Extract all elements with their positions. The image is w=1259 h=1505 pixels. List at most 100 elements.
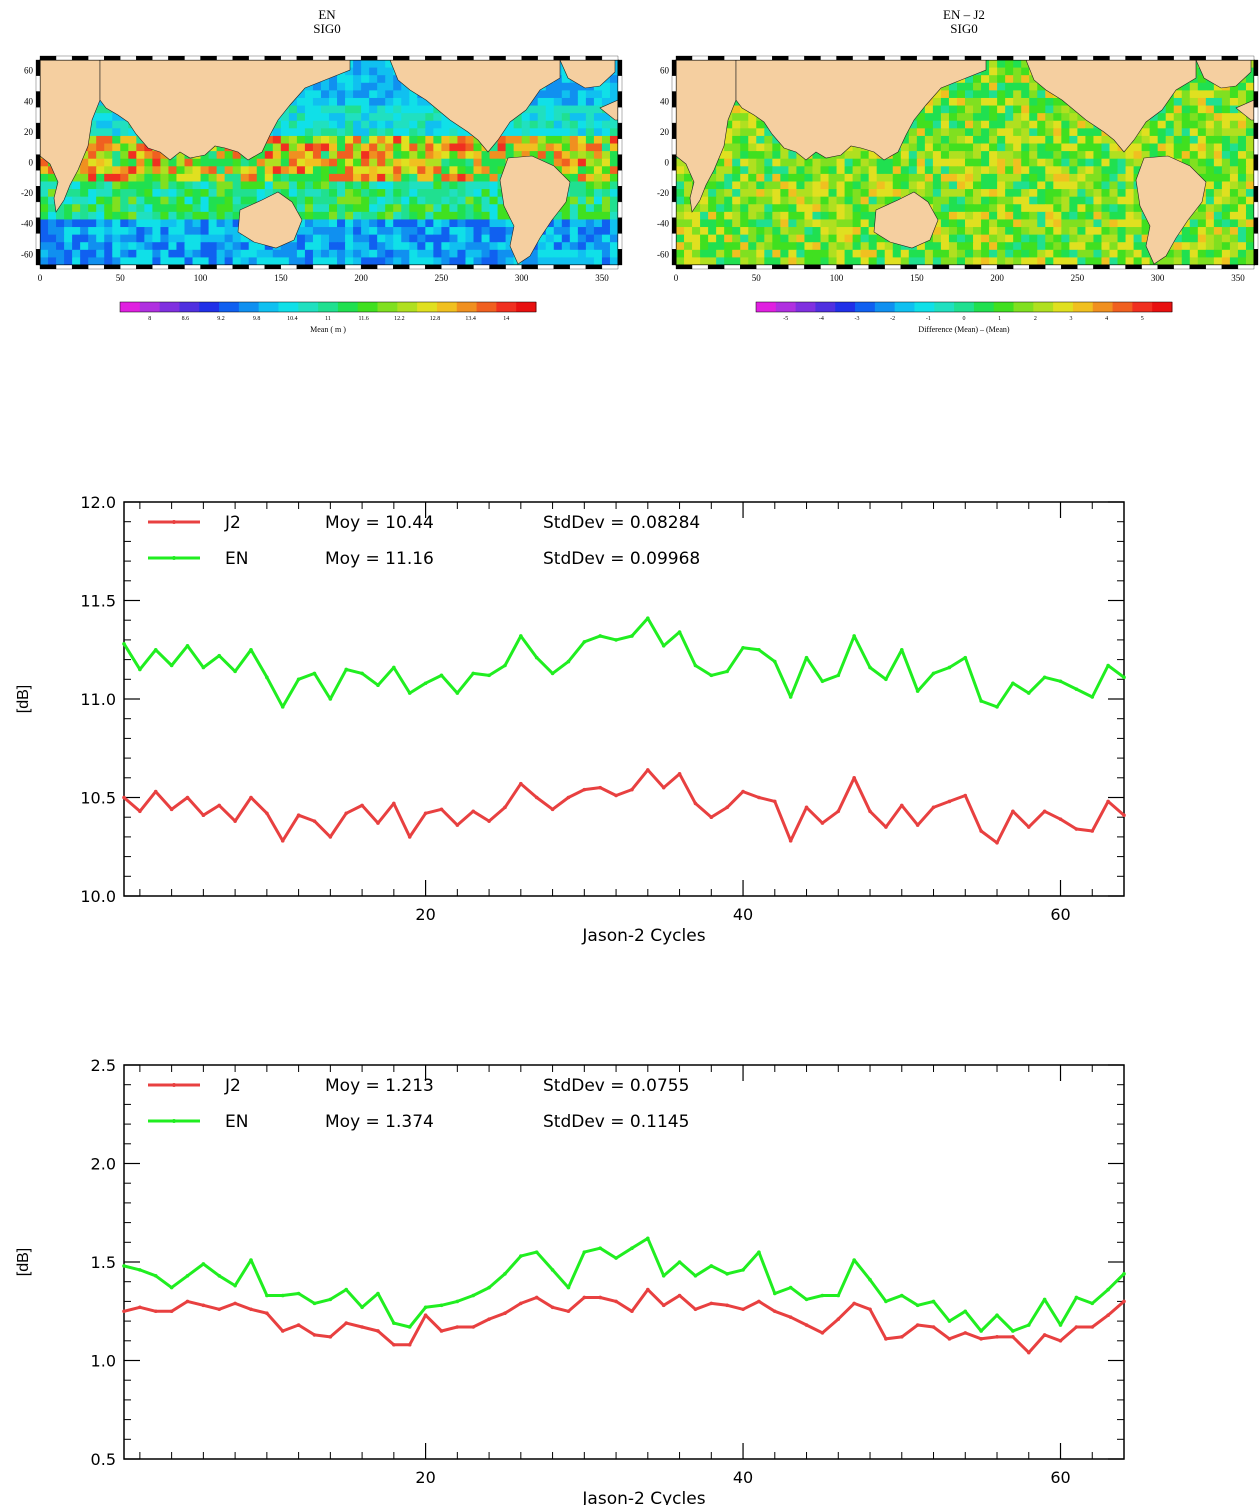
map-cell — [489, 173, 499, 183]
map-cell — [304, 158, 314, 167]
map-cell — [120, 158, 129, 167]
map-cell — [361, 219, 370, 228]
map-cell — [264, 135, 274, 145]
map-cell — [361, 249, 370, 259]
map-cell — [337, 204, 346, 213]
map-cell — [796, 242, 806, 251]
data-point-en — [153, 1273, 158, 1278]
map-cell — [884, 242, 894, 251]
map-cell — [916, 242, 926, 251]
map-cell — [1109, 249, 1119, 259]
map-cell — [521, 120, 531, 129]
map-cell — [208, 189, 218, 198]
map-cell — [732, 166, 741, 175]
map-cell — [724, 234, 733, 243]
map-cell — [1077, 211, 1087, 221]
data-point-en — [1074, 687, 1079, 691]
map-cell — [1061, 219, 1070, 228]
frame-check — [671, 154, 677, 171]
map2-title: EN – J2 SIG0 — [897, 8, 1031, 36]
map-cell — [1157, 135, 1167, 145]
map-cell — [1061, 242, 1070, 251]
map-cell — [796, 158, 806, 167]
map-cell — [1077, 257, 1087, 266]
map-x-tick-label: 300 — [515, 273, 529, 283]
map-cell — [796, 219, 806, 228]
map-cell — [948, 234, 958, 243]
map-cell — [248, 242, 258, 251]
data-point-en — [614, 1256, 618, 1260]
map-cell — [836, 234, 846, 243]
frame-check — [553, 55, 570, 61]
map-cell — [320, 166, 330, 175]
frame-check — [1253, 107, 1259, 124]
legend-name: J2 — [224, 1076, 241, 1096]
map-cell — [304, 82, 314, 91]
colorbar-swatch — [914, 302, 935, 312]
map-cell — [577, 128, 587, 137]
frame-check — [35, 154, 41, 171]
data-point-en — [455, 1299, 460, 1304]
map-cell — [828, 219, 838, 228]
data-point-j2 — [312, 819, 317, 823]
map-cell — [1213, 211, 1223, 221]
legend-marker — [172, 556, 176, 560]
map-cell — [1037, 97, 1046, 107]
frame-check — [1061, 264, 1078, 270]
map-cell — [1221, 234, 1231, 243]
map-cell — [981, 135, 990, 145]
map-cell — [104, 249, 113, 259]
map-cell — [989, 90, 998, 99]
map-cell — [561, 135, 571, 145]
map-cell — [385, 173, 394, 183]
y-tick-label: 11.0 — [80, 690, 116, 709]
map-cell — [449, 249, 459, 259]
map-cell — [1101, 234, 1111, 243]
map-cell — [224, 204, 234, 213]
data-point-en — [947, 1319, 952, 1323]
map-cell — [1077, 128, 1087, 137]
map-cell — [1245, 257, 1255, 266]
map-cell — [112, 158, 121, 167]
data-point-j2 — [233, 1301, 237, 1306]
map-cell — [1197, 135, 1207, 145]
map-cell — [393, 151, 402, 160]
map-cell — [393, 196, 402, 205]
map-cell — [940, 204, 950, 213]
map-cell — [828, 211, 838, 221]
map-cell — [676, 227, 685, 236]
map-cell — [1205, 189, 1215, 198]
map-cell — [1229, 249, 1239, 259]
data-point-j2 — [693, 1307, 698, 1312]
map-cell — [409, 173, 418, 183]
map-cell — [473, 196, 483, 205]
map-cell — [828, 227, 838, 236]
map-cell — [740, 143, 749, 152]
map-cell — [369, 143, 378, 152]
frame-check — [425, 55, 442, 61]
map-cell — [353, 173, 362, 183]
map-cell — [601, 135, 611, 145]
map-cell — [1109, 227, 1119, 236]
map-cell — [337, 120, 346, 129]
map-cell — [1005, 249, 1014, 259]
map-cell — [433, 227, 442, 236]
map-cell — [1093, 204, 1103, 213]
map-cell — [473, 257, 483, 266]
data-point-en — [757, 647, 761, 652]
map-cell — [393, 211, 402, 221]
data-point-j2 — [344, 1321, 349, 1325]
map-cell — [409, 135, 418, 145]
map-cell — [312, 128, 322, 137]
frame-check — [1253, 138, 1259, 155]
map-cell — [756, 128, 765, 137]
map-cell — [264, 173, 274, 183]
map-cell — [377, 90, 386, 99]
map-cell — [989, 105, 998, 114]
data-point-j2 — [598, 1295, 602, 1300]
map-cell — [377, 105, 386, 114]
frame-check — [264, 55, 281, 61]
map-cell — [1085, 173, 1095, 183]
data-point-j2 — [852, 776, 856, 780]
map-cell — [836, 166, 846, 175]
